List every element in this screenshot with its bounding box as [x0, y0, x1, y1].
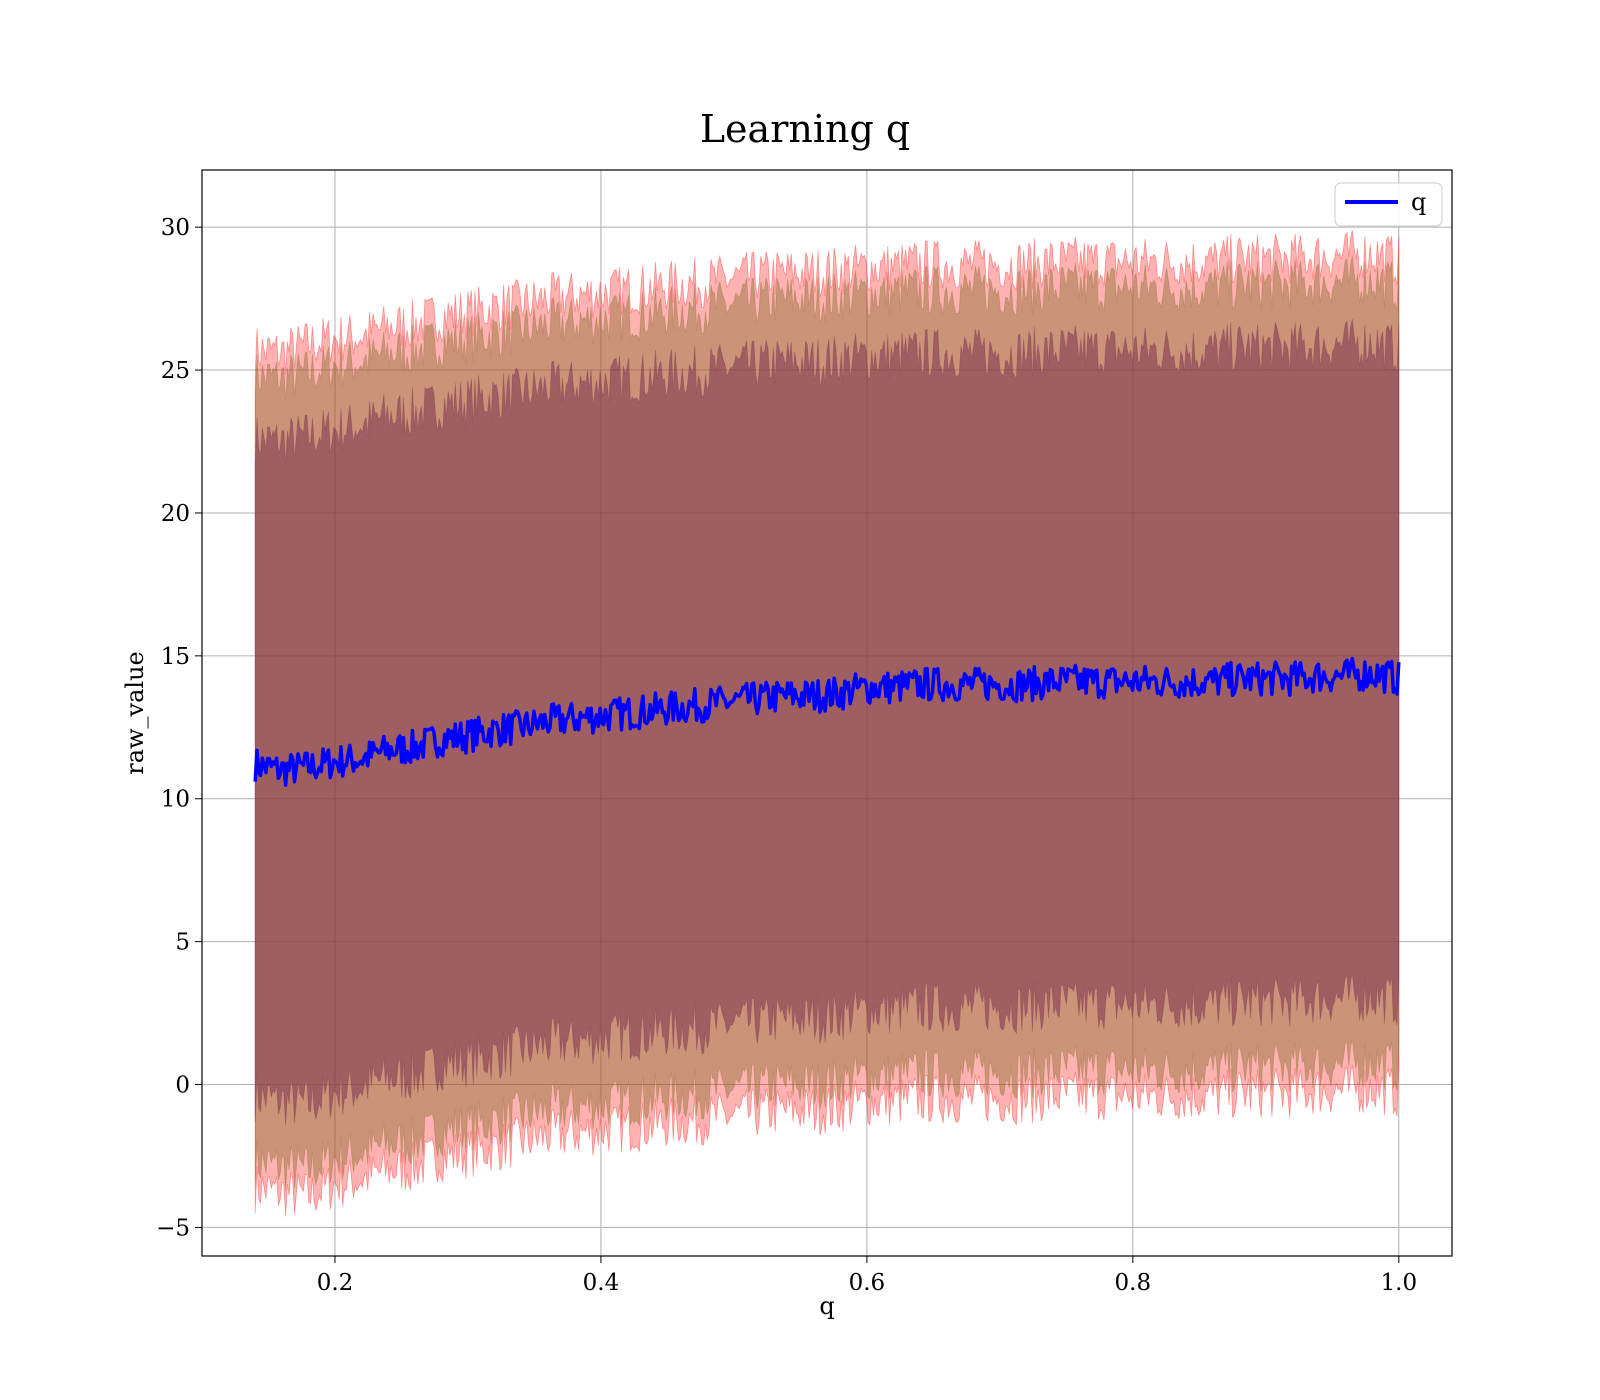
- y-axis-label: raw_value: [121, 651, 149, 775]
- x-tick-label: 0.4: [583, 1270, 620, 1296]
- x-axis-label: q: [819, 1292, 834, 1320]
- legend-label: q: [1411, 188, 1426, 216]
- y-tick-label: 20: [161, 501, 190, 527]
- y-tick-label: 15: [161, 644, 190, 670]
- chart-title: Learning q: [700, 107, 910, 151]
- confidence-bands: [254, 230, 1400, 1217]
- series-lines: [253, 656, 1401, 787]
- x-tick-label: 0.2: [317, 1270, 354, 1296]
- x-tick-label: 0.6: [849, 1270, 886, 1296]
- legend-box: [1334, 182, 1443, 227]
- y-tick-label: 10: [161, 787, 190, 813]
- legend: q: [1334, 182, 1443, 227]
- y-tick-label: 25: [161, 358, 190, 384]
- y-tick-label: 30: [161, 215, 190, 241]
- x-tick-label: 0.8: [1115, 1270, 1152, 1296]
- x-tick-label: 1.0: [1381, 1270, 1418, 1296]
- y-tick-label: 5: [175, 930, 190, 956]
- band-inner: [254, 318, 1400, 1126]
- axis-ticks: 0.2 0.4 0.6 0.8 1.0 −5 0 5 10 15 20 25 30: [156, 215, 1417, 1296]
- y-tick-label: 0: [175, 1073, 190, 1099]
- y-tick-label: −5: [156, 1215, 190, 1241]
- plot-frame: [201, 169, 1453, 1257]
- series-line-q: [253, 656, 1401, 787]
